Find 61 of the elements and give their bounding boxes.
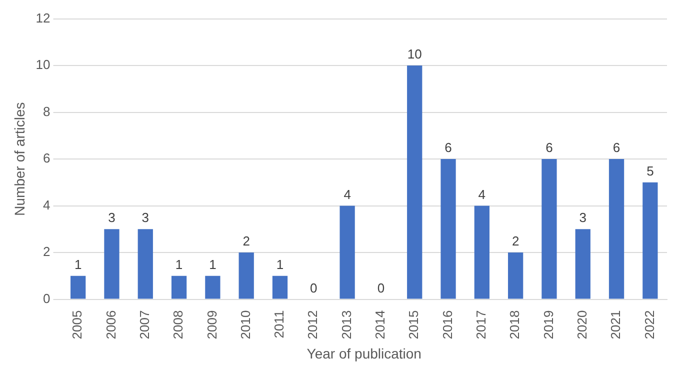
y-tick-label: 12 [36,10,50,26]
data-label: 2 [242,234,250,249]
bar [642,182,658,299]
x-tick-label: 2015 [406,310,422,340]
data-label: 0 [377,280,385,296]
data-label: 10 [407,46,422,62]
x-tick-label: 2014 [372,310,388,340]
bar [508,252,524,299]
x-tick-label: 2006 [103,310,118,340]
x-tick-label: 2008 [170,310,186,340]
x-tick-label: 2018 [507,310,522,340]
x-tick-label: 2019 [540,310,556,340]
y-tick-label: 6 [43,150,50,166]
data-label: 3 [142,210,150,226]
data-label: 3 [108,210,116,226]
x-tick-label: 2011 [272,310,287,338]
bar [70,276,86,299]
x-tick-label: 2010 [238,310,253,340]
data-label: 6 [546,140,553,156]
x-tick-label: 2017 [473,310,488,340]
bar [575,229,590,299]
x-tick-label: 2012 [305,310,320,340]
x-axis-title: Year of publication [306,345,422,362]
data-label: 1 [175,256,183,272]
data-label: 6 [612,140,620,156]
y-tick-label: 8 [43,104,50,119]
data-label: 1 [209,256,216,272]
bar [104,229,120,299]
x-tick-label: 2022 [642,310,657,340]
data-label: 3 [579,210,586,226]
bar [608,159,624,299]
x-tick-label: 2020 [574,310,590,340]
bar [238,252,254,299]
data-label: 6 [444,140,452,156]
bar [138,229,153,299]
bar [205,276,220,299]
bar [340,206,355,299]
bar [474,206,490,299]
data-label: 1 [74,256,82,272]
bar [407,66,422,299]
data-label: 2 [512,234,520,249]
x-tick-label: 2016 [440,310,455,340]
data-label: 4 [478,186,486,202]
data-label: 1 [276,256,284,272]
x-tick-label: 2005 [70,310,85,340]
bar [542,159,557,299]
x-tick-label: 2013 [338,310,354,340]
y-tick-label: 0 [43,290,50,306]
x-tick-label: 2007 [136,310,152,340]
y-tick-label: 4 [43,197,50,212]
bar [440,159,456,299]
y-tick-label: 10 [36,57,50,72]
bar [171,276,187,299]
y-axis-title: Number of articles [11,102,28,216]
data-label: 4 [344,186,351,202]
data-label: 0 [310,280,318,296]
y-tick-label: 2 [43,244,50,260]
x-tick-label: 2009 [204,310,220,340]
x-tick-label: 2021 [608,310,624,340]
bar [272,276,288,299]
data-label: 5 [646,163,654,178]
